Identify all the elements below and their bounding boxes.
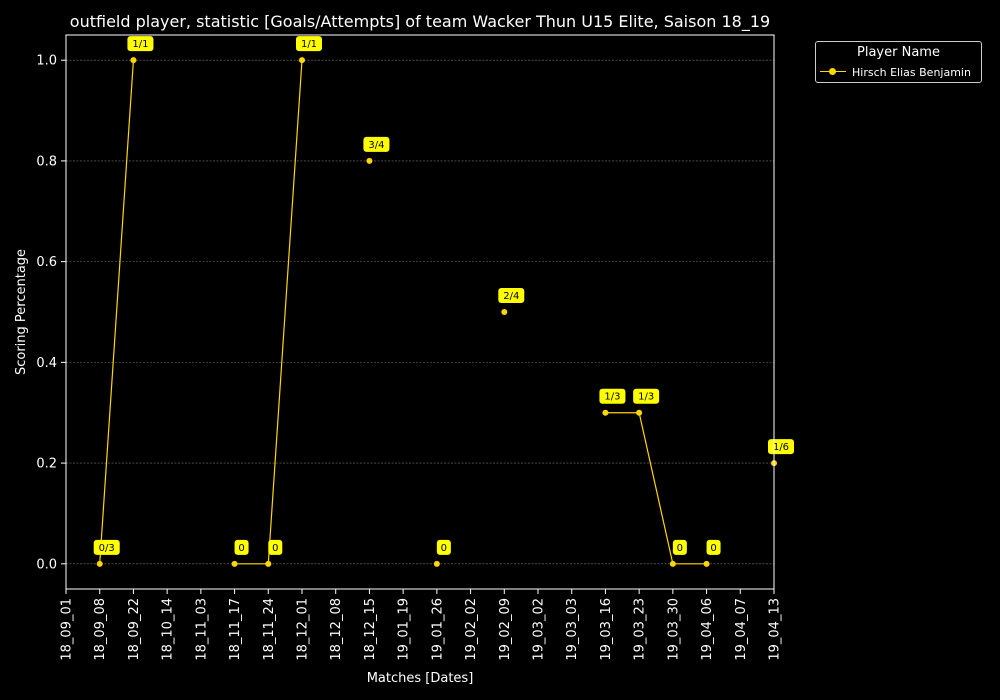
x-tick-label: 18_09_01 [60, 598, 75, 661]
series-line-segment [234, 60, 303, 565]
data-label: 0 [238, 543, 244, 554]
x-tick-label: 19_03_03 [565, 598, 580, 661]
series-line-segment [99, 60, 135, 564]
x-tick-label: 19_02_09 [498, 598, 513, 661]
y-tick-label: 0.6 [36, 255, 57, 270]
chart-title: outfield player, statistic [Goals/Attemp… [70, 12, 770, 32]
y-axis: 0.0 0.2 0.4 0.6 0.8 1.0 [36, 54, 66, 572]
data-point [231, 560, 238, 567]
x-tick-label: 19_04_07 [734, 598, 749, 661]
data-label: 0 [441, 543, 447, 554]
legend-title: Player Name [857, 45, 940, 60]
x-tick-label: 18_09_22 [127, 598, 142, 661]
y-tick-label: 1.0 [36, 54, 57, 69]
x-tick-label: 19_02_02 [464, 598, 479, 661]
series-line-segment [605, 412, 707, 565]
data-label: 0 [677, 543, 683, 554]
x-tick-label: 18_11_03 [194, 598, 209, 661]
data-point [602, 409, 609, 416]
data-label-box [599, 388, 626, 404]
data-label: 1/1 [132, 39, 148, 50]
data-label-box [363, 136, 390, 152]
data-label-box [672, 539, 687, 555]
x-tick-label: 19_01_19 [397, 598, 412, 661]
x-tick-label: 18_11_17 [228, 598, 243, 661]
y-tick-label: 0.4 [36, 356, 57, 371]
data-point [130, 57, 137, 64]
x-tick-label: 19_04_06 [700, 598, 715, 661]
data-label: 1/6 [773, 442, 789, 453]
data-label: 3/4 [368, 140, 384, 151]
x-tick-label: 19_03_23 [633, 598, 648, 661]
data-label-box [436, 539, 451, 555]
legend: Player Name Hirsch Elias Benjamin [815, 41, 982, 83]
data-point [96, 560, 103, 567]
data-label-box [127, 36, 154, 52]
y-axis-label: Scoring Percentage [14, 249, 29, 375]
x-tick-label: 18_10_14 [161, 598, 176, 661]
data-point [669, 560, 676, 567]
grid-lines [66, 59, 774, 565]
x-axis: 18_09_01 18_09_08 18_09_22 18_10_14 18_11_03… [60, 589, 783, 661]
x-tick-label: 18_09_08 [93, 598, 108, 661]
data-point [265, 560, 272, 567]
x-tick-label: 18_12_01 [296, 598, 311, 661]
data-label-box [268, 539, 283, 555]
data-label: 1/3 [638, 392, 654, 403]
x-tick-label: 19_03_02 [532, 598, 547, 661]
y-tick-label: 0.0 [36, 557, 57, 572]
x-tick-label: 19_03_16 [599, 598, 614, 661]
x-axis-label: Matches [Dates] [367, 671, 474, 686]
x-tick-label: 19_01_26 [430, 598, 445, 661]
legend-marker-swatch [829, 68, 836, 75]
data-label-box [296, 36, 322, 52]
x-tick-label: 19_04_13 [768, 598, 783, 661]
data-point [366, 157, 373, 164]
plot-frame [65, 34, 775, 590]
data-label-box [498, 288, 525, 303]
x-tick-label: 18_11_24 [262, 598, 277, 661]
data-point [433, 560, 440, 567]
data-label-box [93, 539, 120, 555]
data-label-box [234, 539, 249, 555]
x-tick-label: 18_12_15 [363, 598, 378, 661]
data-label: 2/4 [503, 291, 519, 302]
data-label: 0 [272, 543, 278, 554]
data-label: 1/1 [301, 39, 317, 50]
x-tick-label: 18_12_08 [329, 598, 344, 661]
data-point [703, 560, 710, 567]
data-label: 0 [710, 543, 716, 554]
legend-entry-label: Hirsch Elias Benjamin [852, 66, 971, 79]
y-tick-label: 0.8 [36, 154, 57, 169]
data-label-box [706, 539, 721, 555]
series-group: 0/3 1/1 0 0 1/1 3/4 0 2/4 1/3 1/3 0 0 1/6 [93, 36, 794, 567]
data-label-box [633, 388, 660, 404]
data-point [501, 309, 508, 315]
data-label: 1/3 [604, 392, 620, 403]
y-tick-label: 0.2 [36, 457, 57, 472]
data-point [636, 409, 643, 416]
data-point [299, 57, 305, 64]
x-tick-label: 19_03_30 [666, 598, 681, 661]
data-label: 0/3 [99, 543, 115, 554]
